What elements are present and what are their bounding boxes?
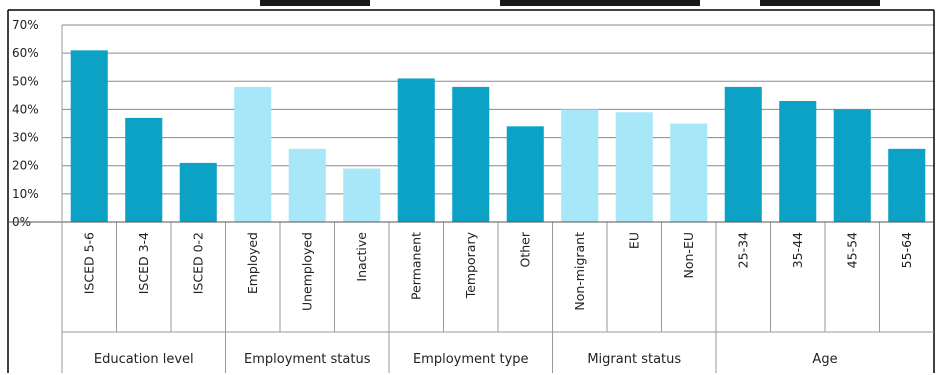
group-label: Employment type: [413, 352, 529, 367]
cropped-title-fragment: [260, 0, 880, 6]
category-label: ISCED 3-4: [136, 232, 151, 294]
bar: [506, 126, 544, 222]
group-label: Migrant status: [587, 352, 681, 367]
bar: [670, 123, 708, 222]
bar: [125, 117, 163, 222]
category-label: 35-44: [790, 232, 805, 268]
category-label: 25-34: [735, 232, 750, 268]
category-label: Other: [517, 231, 532, 267]
category-label: Permanent: [408, 232, 423, 300]
bar: [724, 86, 762, 223]
y-axis-ticks: 0%10%20%30%40%50%60%70%: [12, 18, 39, 229]
y-tick-label: 20%: [12, 159, 39, 173]
category-label: 45-54: [844, 232, 859, 268]
category-label: Unemployed: [299, 232, 314, 311]
y-tick-label: 50%: [12, 74, 39, 88]
chart-frame: [7, 9, 935, 373]
category-label: ISCED 0-2: [190, 232, 205, 294]
bar: [70, 50, 108, 223]
group-labels: Education level Employment status Employme…: [94, 222, 838, 373]
bar: [234, 86, 272, 223]
category-label: Employed: [245, 232, 260, 294]
bar: [888, 148, 926, 222]
category-labels: ISCED 5-6 ISCED 3-4 ISCED 0-2 Employed Unemp…: [81, 222, 914, 332]
bar: [615, 112, 653, 222]
bar: [397, 78, 435, 222]
category-label: EU: [626, 232, 641, 249]
category-label: Temporary: [463, 231, 478, 299]
bar: [779, 100, 817, 222]
y-tick-label: 40%: [12, 102, 39, 116]
y-tick-label: 10%: [12, 187, 39, 201]
bar: [343, 168, 381, 222]
bars: [70, 50, 926, 223]
category-label: ISCED 5-6: [81, 232, 96, 294]
group-label: Employment status: [244, 352, 371, 367]
bar: [561, 109, 599, 222]
bar: [288, 148, 326, 222]
category-label: 55-64: [899, 232, 914, 268]
bar: [179, 162, 217, 222]
group-label: Education level: [94, 352, 194, 367]
y-tick-label: 60%: [12, 46, 39, 60]
group-label: Age: [812, 352, 837, 367]
y-tick-label: 30%: [12, 131, 39, 145]
category-label: Non-EU: [681, 232, 696, 278]
y-tick-label: 70%: [12, 18, 39, 32]
bar: [833, 109, 871, 222]
bar: [452, 86, 490, 223]
category-label: Inactive: [354, 232, 369, 282]
category-label: Non-migrant: [572, 232, 587, 311]
